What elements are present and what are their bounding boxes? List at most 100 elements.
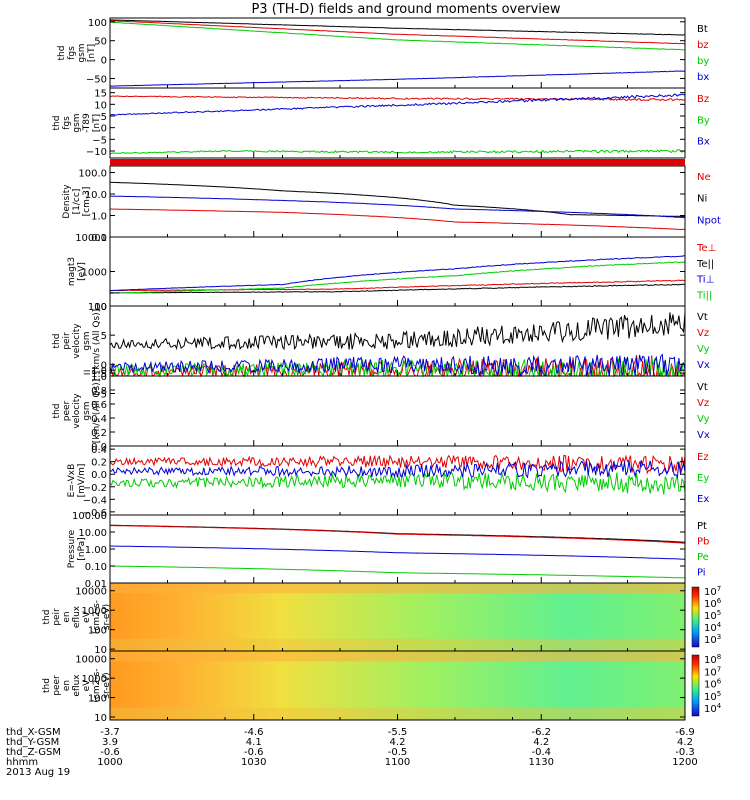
ylabel-line: en	[62, 611, 72, 622]
ylabel-line: peir	[52, 608, 62, 626]
ytick-label: 0	[101, 360, 107, 371]
ytick-label: 0	[101, 124, 107, 135]
ylabel-line: gsm	[77, 43, 87, 62]
legend-label-Pe: Pe	[697, 552, 709, 563]
xaxis-value: -6.9	[675, 727, 695, 738]
panel-density: Ne Ni Npot 100.0 10.0 1.0 0.1 Density [1/cc] [cm-…	[62, 165, 721, 244]
series-line-Npot	[110, 195, 686, 219]
ytick-label: 100	[88, 626, 107, 637]
ylabel-line: thd	[52, 116, 62, 131]
ylabel-line: peer	[62, 400, 72, 421]
colorbar-tick-label: 106	[704, 678, 722, 691]
ytick-label: 10	[94, 645, 107, 656]
ytick-label: −10	[86, 147, 107, 158]
ylabel-group: thd peer velocity gsm [km/s (All Qs)]	[52, 379, 102, 443]
ytick-label: 0.6	[91, 400, 107, 411]
series-line-Ey	[109, 471, 686, 495]
panel-temperature: Te⊥ Te|| Ti⊥ Ti|| 10000 1000 100 magt3 [eV]	[67, 233, 716, 313]
series-line-Bz	[109, 95, 685, 102]
xaxis-row-label: thd_X-GSM	[6, 727, 61, 738]
ytick-label: 100	[88, 18, 107, 29]
ytick-label: 1.0	[91, 372, 107, 383]
legend-label-Ez: Ez	[697, 452, 709, 463]
ytick-label: −50	[86, 75, 107, 86]
ylabel-line: eV	[82, 610, 92, 623]
series-line-Ez	[109, 454, 686, 475]
legend-label-bx: bx	[697, 72, 709, 83]
legend-label-Pt: Pt	[697, 521, 707, 532]
xaxis-value: 1000	[97, 757, 122, 768]
colorbar-bar	[691, 586, 700, 648]
xaxis-row-label: hhmm	[6, 757, 38, 768]
ylabel-group: Pressure [nPa]	[67, 529, 87, 568]
ytick-label: 0.2	[91, 458, 107, 469]
legend-label-Ey: Ey	[697, 473, 709, 484]
ytick-label: 0.0	[91, 470, 107, 481]
ytick-label: 10	[94, 100, 107, 111]
xaxis-value: 1130	[529, 757, 554, 768]
ytick-label: 1000	[82, 268, 107, 279]
legend-label-Vz: Vz	[697, 328, 709, 339]
ytick-label: 10.0	[85, 190, 107, 201]
ytick-label: 0	[101, 56, 107, 67]
xaxis-row-label: thd_Z-GSM	[6, 747, 61, 758]
series-line-Ti||	[109, 261, 686, 295]
xaxis-value: 1200	[672, 757, 697, 768]
ylabel-line: [cm-3]	[82, 187, 92, 217]
ytick-label: 1.0	[91, 211, 107, 222]
ytick-label: 0.4	[91, 414, 107, 425]
xaxis-value: -0.4	[531, 747, 551, 758]
colorbar-tick-label: 108	[704, 653, 721, 666]
series-line-by	[110, 21, 686, 51]
ylabel-line: Pressure	[67, 529, 77, 568]
ylabel-line: [mV/m]	[77, 464, 87, 498]
xaxis-value: -0.6	[100, 747, 120, 758]
ylabel-line: peir	[62, 332, 72, 350]
series-line-Vt	[109, 312, 686, 351]
ytick-label: 50	[94, 37, 107, 48]
legend-label-Te||: Te||	[696, 259, 714, 270]
ytick-label: 10	[94, 302, 107, 313]
colorbar-bar	[691, 654, 700, 717]
colorbar-tick-label: 105	[704, 609, 721, 622]
ytick-label: 1.00	[85, 545, 107, 556]
ylabel-line: peer	[52, 675, 62, 696]
ytick-label: −0.6	[83, 508, 107, 519]
xaxis-value: -0.5	[388, 747, 408, 758]
series-line-Bx	[109, 93, 686, 116]
xaxis-value: -0.3	[675, 747, 695, 758]
ylabel-line: Density	[62, 184, 72, 219]
spectrogram-highband	[110, 651, 685, 662]
ylabel-line: fgs	[62, 116, 72, 130]
ylabel-line: sr-eV)	[102, 672, 112, 698]
panel-frame	[109, 236, 686, 307]
ytick-label: −0.2	[83, 483, 107, 494]
xaxis-value: 4.2	[677, 737, 693, 748]
panel-frame	[109, 375, 686, 447]
ylabel-group: thd fgs gsm [nT]	[57, 43, 97, 62]
ylabel-group: thd fgs gsm -T89 [nT]	[52, 113, 102, 133]
ytick-label: −5	[92, 390, 107, 401]
xaxis-value: -3.7	[100, 727, 120, 738]
colorbar-tick-label: 106	[704, 597, 722, 610]
ytick-label: 15	[94, 89, 107, 100]
legend-label-Bt: Bt	[697, 24, 708, 35]
legend-label-Bx: Bx	[697, 137, 710, 148]
ylabel-line: magt3	[67, 257, 77, 286]
ytick-label: 10	[94, 713, 107, 724]
ylabel-line: -T89	[82, 113, 92, 133]
ylabel-line: [km/s (All Qs)]	[92, 379, 102, 443]
legend-label-Pi: Pi	[697, 568, 706, 579]
ylabel-line: eV	[82, 679, 92, 692]
series-line-bx	[109, 70, 686, 87]
legend-label-Vt: Vt	[697, 312, 708, 323]
legend-label-Npot: Npot	[697, 215, 721, 226]
xaxis-value: 4.2	[390, 737, 406, 748]
xaxis-value: 4.2	[533, 737, 549, 748]
